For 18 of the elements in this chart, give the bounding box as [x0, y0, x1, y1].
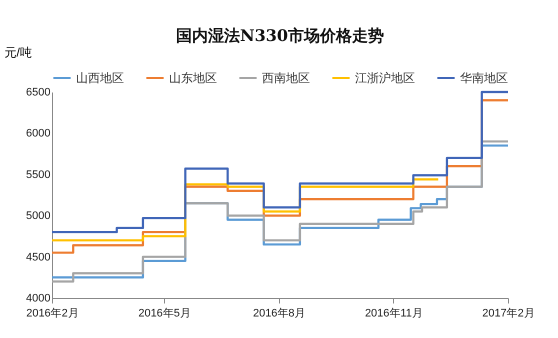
x-tick-label: 2016年8月: [252, 308, 306, 320]
y-axis-title: 元/吨: [4, 46, 32, 60]
legend-label: 江浙沪地区: [355, 71, 415, 85]
legend-label: 山东地区: [169, 71, 217, 85]
y-tick-label: 4000: [26, 292, 50, 304]
legend-label: 华南地区: [460, 71, 508, 85]
y-tick-label: 6500: [26, 86, 50, 98]
x-tick-label: 2017年2月: [482, 308, 535, 320]
chart-title: 国内湿法N330市场价格走势: [176, 26, 384, 45]
y-tick-label: 6000: [26, 128, 50, 140]
legend-label: 山西地区: [76, 71, 124, 85]
x-tick-label: 2016年5月: [138, 308, 191, 320]
legend-label: 西南地区: [262, 71, 310, 85]
y-tick-label: 5500: [26, 168, 50, 181]
y-tick-label: 4500: [26, 251, 50, 264]
y-tick-label: 5000: [26, 210, 50, 222]
x-tick-label: 2016年11月: [364, 308, 423, 320]
x-tick-label: 2016年2月: [26, 308, 79, 320]
